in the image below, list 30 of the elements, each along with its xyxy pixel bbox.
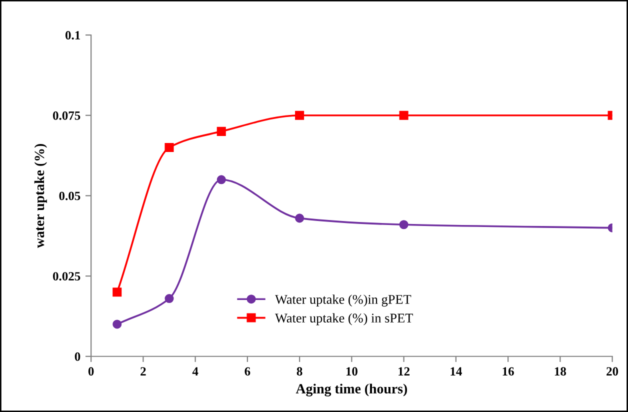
point [112,320,122,329]
point [164,294,174,304]
x-tick-label: 12 [398,367,410,376]
y-tick-label: 0.05 [59,192,80,200]
y-tick-label: 0 [74,352,80,361]
x-tick-label: 0 [88,367,94,376]
x-tick-label: 20 [606,367,618,376]
x-tick-label: 18 [554,367,566,376]
x-tick-label: 2 [140,367,146,376]
y-axis-title: water uptake (%) [34,144,47,248]
legend-label: Water uptake (%)in gPET [275,294,412,307]
point [112,288,122,297]
point [399,110,408,120]
legend-label: Water uptake (%) in sPET [275,313,413,326]
x-tick-label: 14 [450,367,462,376]
x-axis-title: Aging time (hours) [296,384,408,396]
point [216,175,226,184]
y-tick-label: 0.025 [52,272,80,281]
point [399,220,408,230]
x-tick-label: 4 [192,367,198,376]
x-tick-label: 10 [346,367,358,376]
x-tick-label: 16 [502,367,514,376]
point [216,126,226,136]
y-tick-label: 0.1 [65,31,80,40]
point [295,214,304,223]
point [164,142,174,152]
point [295,110,304,120]
y-tick-label: 0.075 [52,111,80,120]
x-tick-label: 6 [244,367,250,376]
x-tick-label: 8 [296,367,302,376]
